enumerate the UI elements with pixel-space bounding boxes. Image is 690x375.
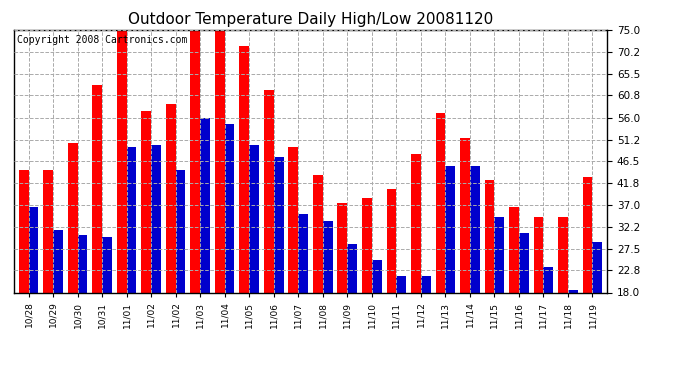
Bar <box>445 166 455 292</box>
Bar <box>495 216 504 292</box>
Bar <box>362 198 372 292</box>
Bar <box>28 207 39 292</box>
Bar <box>435 113 445 292</box>
Bar <box>249 145 259 292</box>
Bar <box>274 157 284 292</box>
Bar <box>396 276 406 292</box>
Bar <box>470 166 480 292</box>
Bar <box>582 177 593 292</box>
Bar <box>386 189 396 292</box>
Bar <box>176 171 186 292</box>
Bar <box>558 216 568 292</box>
Bar <box>225 124 235 292</box>
Bar <box>239 46 249 292</box>
Bar <box>92 85 102 292</box>
Bar <box>141 111 151 292</box>
Bar <box>519 232 529 292</box>
Bar <box>323 221 333 292</box>
Bar <box>347 244 357 292</box>
Bar <box>264 90 274 292</box>
Bar <box>77 235 88 292</box>
Bar <box>313 175 323 292</box>
Bar <box>68 143 77 292</box>
Bar <box>421 276 431 292</box>
Bar <box>484 180 495 292</box>
Bar <box>19 171 28 292</box>
Bar <box>544 267 553 292</box>
Bar <box>166 104 176 292</box>
Bar <box>288 147 298 292</box>
Bar <box>337 203 347 292</box>
Bar <box>215 28 225 292</box>
Bar <box>117 30 126 292</box>
Bar <box>43 171 53 292</box>
Bar <box>593 242 602 292</box>
Bar <box>298 214 308 292</box>
Bar <box>151 145 161 292</box>
Bar <box>53 230 63 292</box>
Bar <box>533 216 544 292</box>
Bar <box>200 117 210 292</box>
Bar <box>568 290 578 292</box>
Bar <box>509 207 519 292</box>
Bar <box>372 260 382 292</box>
Text: Copyright 2008 Cartronics.com: Copyright 2008 Cartronics.com <box>17 35 187 45</box>
Bar <box>126 147 137 292</box>
Bar <box>190 30 200 292</box>
Bar <box>411 154 421 292</box>
Bar <box>102 237 112 292</box>
Bar <box>460 138 470 292</box>
Title: Outdoor Temperature Daily High/Low 20081120: Outdoor Temperature Daily High/Low 20081… <box>128 12 493 27</box>
